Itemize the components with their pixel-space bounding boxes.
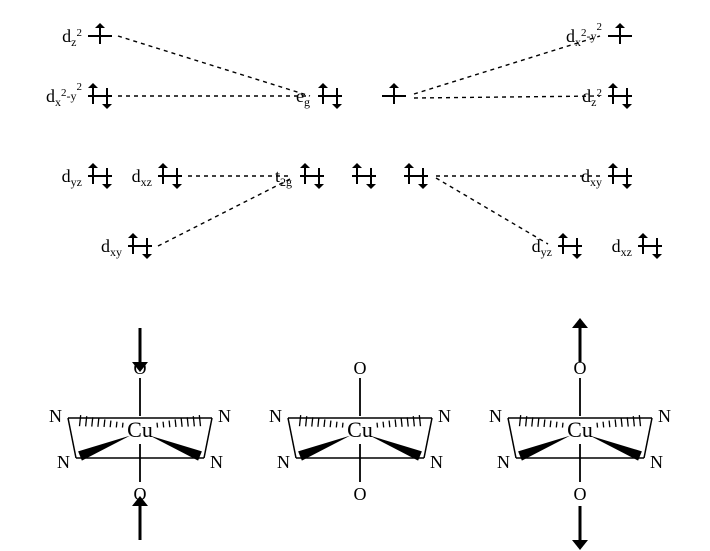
metal-label: Cu — [127, 417, 153, 442]
jahn-teller-diagram: dz2 dx2-y2 dyz dxz dxy dx2-y2 dz2 dxy dyz dxz eg t2… — [0, 0, 710, 551]
electron-up — [608, 163, 618, 184]
arrow-elongated-bottom-head — [572, 540, 588, 550]
orbital-label-dyz: dyz — [62, 166, 82, 189]
eq-label-2: N — [497, 452, 510, 472]
orbital-label-dx2y2: dx2-y2 — [566, 21, 602, 49]
electron-up — [558, 233, 568, 254]
eq-label-0: N — [269, 406, 282, 426]
eq-label-2: N — [57, 452, 70, 472]
eq-label-3: N — [650, 452, 663, 472]
electron-down — [572, 238, 582, 259]
electron-up — [158, 163, 168, 184]
orbital-label-dz2: dz2 — [62, 26, 82, 49]
orbital-label-dxy: dxy — [581, 166, 602, 189]
corr-right-3 — [436, 178, 548, 244]
electron-up — [608, 83, 618, 104]
electron-down — [102, 88, 112, 109]
electron-down — [102, 168, 112, 189]
axial-top-label: O — [354, 358, 367, 378]
metal-label: Cu — [347, 417, 373, 442]
orbital-label-dyz: dyz — [532, 236, 552, 259]
electron-down — [332, 88, 342, 109]
corr-left-3 — [158, 178, 292, 246]
metal-label: Cu — [567, 417, 593, 442]
orbital-label-t2g: t2g — [275, 166, 292, 189]
electron-up — [318, 83, 328, 104]
electron-down — [314, 168, 324, 189]
orbital-label-dz2: dz2 — [582, 86, 602, 109]
axial-bottom-label: O — [574, 484, 587, 504]
electron-down — [418, 168, 428, 189]
electron-up — [88, 83, 98, 104]
electron-down — [622, 168, 632, 189]
eq-label-3: N — [210, 452, 223, 472]
electron-down — [622, 88, 632, 109]
corr-right-1 — [414, 96, 600, 98]
eq-label-0: N — [489, 406, 502, 426]
eq-label-1: N — [658, 406, 671, 426]
arrow-elongated-top-head — [572, 318, 588, 328]
corr-left-0 — [118, 36, 310, 96]
orbital-label-eg: eg — [296, 86, 310, 109]
electron-up — [638, 233, 648, 254]
electron-down — [172, 168, 182, 189]
axial-bottom-label: O — [354, 484, 367, 504]
electron-up — [128, 233, 138, 254]
eq-label-1: N — [218, 406, 231, 426]
electron-up — [88, 163, 98, 184]
electron-down — [142, 238, 152, 259]
complex-octahedral: Cu N N N N O O — [269, 358, 451, 504]
orbital-label-dxz: dxz — [612, 236, 632, 259]
electron-up — [95, 23, 105, 44]
eq-label-3: N — [430, 452, 443, 472]
eq-label-0: N — [49, 406, 62, 426]
electron-down — [652, 238, 662, 259]
electron-down — [366, 168, 376, 189]
orbital-label-dxy: dxy — [101, 236, 122, 259]
electron-up — [389, 83, 399, 104]
complex-elongated: CuNNNNOO — [489, 358, 671, 504]
electron-up — [352, 163, 362, 184]
complex-compressed: CuNNNNOO — [49, 358, 231, 504]
electron-up — [404, 163, 414, 184]
electron-up — [615, 23, 625, 44]
eq-label-1: N — [438, 406, 451, 426]
orbital-label-dxz: dxz — [132, 166, 152, 189]
electron-up — [300, 163, 310, 184]
orbital-label-dx2y2: dx2-y2 — [46, 81, 82, 109]
eq-label-2: N — [277, 452, 290, 472]
